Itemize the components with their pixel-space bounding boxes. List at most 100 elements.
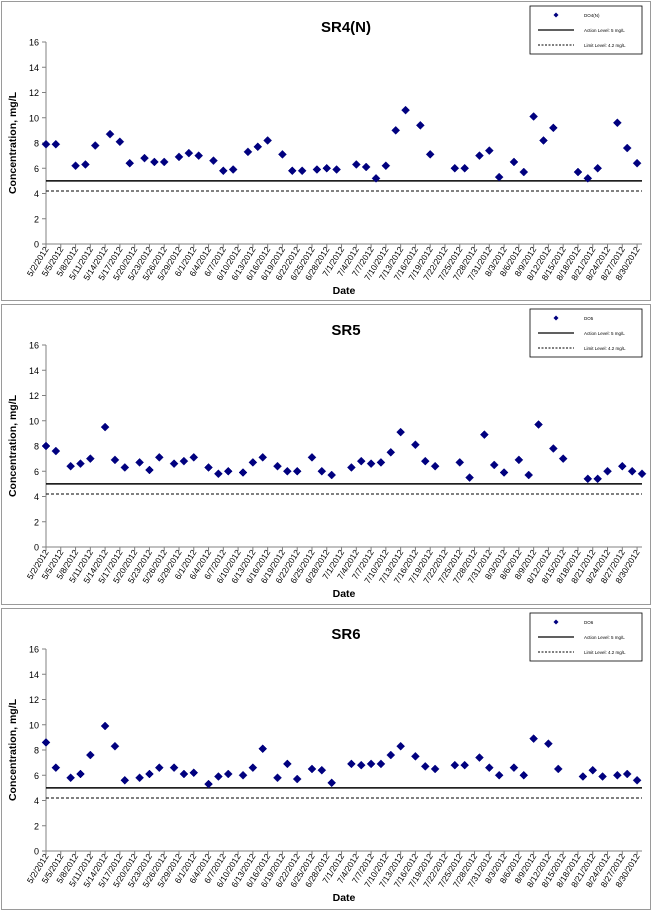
data-point xyxy=(248,763,258,773)
data-point xyxy=(238,770,248,780)
data-point xyxy=(110,741,120,751)
data-point xyxy=(381,161,391,171)
data-point xyxy=(273,773,282,783)
data-point xyxy=(258,744,268,754)
legend-series-text: DO5 xyxy=(584,316,594,321)
y-tick-label: 8 xyxy=(34,442,39,452)
data-point xyxy=(347,463,356,472)
data-point xyxy=(41,738,51,747)
y-tick-label: 6 xyxy=(34,164,39,174)
data-point xyxy=(154,763,164,773)
data-point xyxy=(484,146,494,155)
data-point xyxy=(204,779,213,789)
y-tick-label: 6 xyxy=(34,771,39,781)
data-point xyxy=(322,163,332,173)
x-axis-label: Date xyxy=(333,285,356,297)
data-point xyxy=(110,455,120,465)
data-point xyxy=(154,453,164,462)
data-point xyxy=(159,157,169,167)
data-point xyxy=(327,470,337,480)
y-tick-label: 4 xyxy=(34,796,39,806)
data-point xyxy=(228,165,238,174)
data-point xyxy=(593,163,603,173)
data-point xyxy=(81,160,90,169)
data-point xyxy=(120,463,130,472)
data-point xyxy=(287,166,297,176)
data-point xyxy=(41,441,51,451)
data-point xyxy=(278,150,287,159)
data-point xyxy=(66,461,75,471)
chart-title: SR4(N) xyxy=(321,19,371,36)
data-point xyxy=(396,741,405,751)
y-tick-label: 10 xyxy=(29,416,39,426)
data-point xyxy=(253,142,263,152)
data-point xyxy=(391,126,401,135)
data-point xyxy=(140,153,149,163)
data-point xyxy=(632,158,642,168)
data-point xyxy=(396,427,405,437)
data-point xyxy=(386,447,396,457)
y-tick-label: 0 xyxy=(34,847,39,857)
data-point xyxy=(214,772,223,781)
y-tick-label: 16 xyxy=(29,38,39,48)
data-point xyxy=(51,446,61,456)
data-point xyxy=(66,773,75,783)
legend-action-level-text: Action Level: 5 mg/L xyxy=(584,635,625,640)
data-point xyxy=(548,123,558,133)
data-point xyxy=(194,151,204,160)
data-point xyxy=(617,461,627,471)
data-point xyxy=(539,136,548,145)
chart-title: SR6 xyxy=(331,626,360,643)
x-axis-label: Date xyxy=(333,892,356,904)
data-point xyxy=(356,760,366,770)
data-point xyxy=(450,760,460,770)
data-point xyxy=(553,764,563,774)
data-point xyxy=(223,466,233,476)
data-point xyxy=(145,769,154,779)
data-point xyxy=(583,173,593,183)
legend-marker xyxy=(553,315,559,321)
data-point xyxy=(189,453,199,462)
data-point xyxy=(622,143,632,153)
data-point xyxy=(544,739,553,749)
data-point xyxy=(573,167,583,177)
data-point xyxy=(455,458,465,467)
legend-series-text: DO6 xyxy=(584,620,594,625)
data-point xyxy=(480,430,489,439)
data-point xyxy=(376,458,386,467)
data-point xyxy=(248,458,258,467)
data-point xyxy=(85,454,95,463)
y-tick-label: 4 xyxy=(34,492,39,502)
data-point xyxy=(351,160,361,169)
data-point xyxy=(524,470,534,480)
data-point xyxy=(105,129,115,139)
data-point xyxy=(327,778,337,788)
y-tick-label: 2 xyxy=(34,821,39,831)
data-point xyxy=(243,147,253,157)
data-point xyxy=(588,765,598,775)
x-axis-label: Date xyxy=(333,588,356,600)
y-tick-label: 4 xyxy=(34,189,39,199)
y-tick-label: 6 xyxy=(34,467,39,477)
y-tick-label: 16 xyxy=(29,341,39,351)
data-point xyxy=(430,764,440,774)
y-tick-label: 2 xyxy=(34,214,39,224)
data-point xyxy=(371,173,381,183)
data-point xyxy=(317,765,327,775)
data-point xyxy=(317,466,327,476)
data-point xyxy=(51,763,61,773)
data-point xyxy=(174,152,184,162)
data-point xyxy=(41,139,51,149)
data-point xyxy=(475,151,484,160)
data-point xyxy=(420,456,430,466)
data-point xyxy=(548,444,558,453)
data-point xyxy=(76,459,85,469)
data-point xyxy=(361,162,371,172)
data-point xyxy=(115,137,125,147)
data-point xyxy=(223,769,233,779)
chart-panel-sr5: SR5 0 2 4 6 8 10 12 14 16 Concentration, mg/L 5/2/2… xyxy=(1,304,651,605)
data-point xyxy=(312,165,322,174)
data-point xyxy=(489,460,499,470)
data-point xyxy=(603,466,612,476)
